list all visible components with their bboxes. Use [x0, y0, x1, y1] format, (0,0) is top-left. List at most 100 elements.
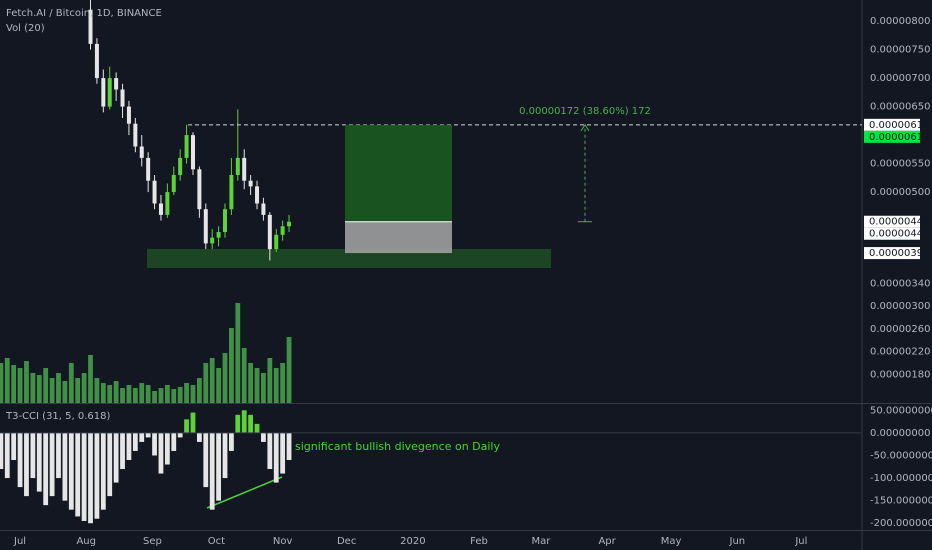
- bar: [261, 432, 266, 442]
- y-tick-label: 0.00000700: [870, 73, 930, 84]
- profit-zone: [345, 124, 452, 222]
- candle-body: [190, 135, 195, 170]
- y-tick-label: 0.00000500: [870, 187, 930, 198]
- cci-tick-label: 50.00000000: [870, 405, 932, 416]
- x-tick-label: Dec: [337, 536, 356, 547]
- price-pane: [0, 0, 292, 403]
- x-tick-label: Aug: [76, 536, 96, 547]
- candle-body: [216, 231, 221, 238]
- candle-body: [114, 78, 119, 90]
- bar: [36, 375, 42, 403]
- bar: [158, 388, 164, 403]
- candle-body: [139, 146, 144, 158]
- candle-body: [88, 9, 93, 44]
- bar: [229, 432, 234, 451]
- bar: [0, 363, 4, 403]
- cci-annotation: significant bullish divegence on Daily: [295, 440, 500, 453]
- bar: [75, 432, 81, 517]
- cci-tick-label: -100.00000000: [870, 473, 932, 484]
- bar: [216, 432, 221, 501]
- cci-tick-label: -50.00000000: [870, 450, 932, 461]
- bar: [132, 388, 138, 403]
- candle-body: [152, 180, 157, 204]
- bar: [241, 348, 247, 403]
- x-tick-label: May: [661, 536, 682, 547]
- bar: [216, 368, 221, 403]
- bar: [113, 381, 119, 403]
- candle-body: [120, 89, 125, 107]
- bar: [107, 432, 113, 497]
- bar: [145, 385, 151, 403]
- bar: [94, 378, 100, 403]
- price-tag-label: 0.00000393: [869, 248, 929, 259]
- bar: [280, 432, 286, 474]
- x-tick-label: Apr: [598, 536, 616, 547]
- bar: [248, 414, 254, 433]
- candle-body: [261, 203, 266, 215]
- bar: [248, 363, 254, 403]
- bar: [222, 353, 228, 403]
- bar: [17, 368, 23, 403]
- y-tick-label: 0.00000550: [870, 159, 930, 170]
- bar: [107, 385, 113, 403]
- candle-body: [171, 174, 176, 193]
- bar: [145, 432, 151, 438]
- y-tick-label: 0.00000750: [870, 45, 930, 56]
- bar: [171, 389, 177, 403]
- price-tag-box: [864, 130, 920, 143]
- bar: [203, 432, 209, 488]
- bar: [120, 388, 125, 403]
- y-tick-label: 0.00000650: [870, 102, 930, 113]
- bar: [0, 432, 4, 470]
- bar: [56, 432, 61, 479]
- y-tick-label: 0.00000180: [870, 369, 930, 380]
- y-tick-label: 0.00000300: [870, 301, 930, 312]
- bar: [49, 432, 55, 497]
- x-tick-label: Jun: [729, 536, 746, 547]
- bar: [184, 383, 189, 403]
- bar: [62, 432, 68, 501]
- candle-body: [229, 174, 234, 210]
- bar: [36, 432, 42, 492]
- bar: [190, 385, 196, 403]
- bar: [164, 385, 170, 403]
- volume-title: Vol (20): [6, 23, 45, 34]
- bar: [235, 414, 241, 433]
- candle-body: [101, 78, 106, 107]
- cci-title: T3-CCI (31, 5, 0.618): [5, 411, 111, 422]
- bar: [235, 303, 241, 403]
- support-zone: [147, 249, 551, 268]
- bar: [203, 363, 209, 403]
- bar: [4, 432, 10, 479]
- candle-body: [222, 209, 227, 232]
- bar: [209, 432, 215, 510]
- x-tick-label: Nov: [273, 536, 293, 547]
- bar: [273, 368, 279, 403]
- candle-body: [133, 123, 138, 147]
- candle-body: [280, 226, 285, 235]
- bar: [273, 432, 279, 483]
- candle-body: [242, 157, 247, 181]
- candle-body: [235, 157, 240, 175]
- cci-tick-label: -200.00000000: [870, 518, 932, 529]
- bar: [267, 358, 273, 403]
- bar: [81, 373, 87, 403]
- bar: [286, 337, 292, 403]
- candle-body: [178, 157, 183, 175]
- bar: [158, 432, 164, 474]
- stop-zone: [345, 221, 452, 254]
- candle-body: [287, 221, 292, 227]
- bar: [24, 361, 29, 403]
- bar: [113, 432, 119, 483]
- bar: [88, 432, 93, 524]
- bar: [68, 432, 74, 510]
- bar: [11, 365, 17, 403]
- x-tick-label: Mar: [532, 536, 552, 547]
- bar: [280, 363, 286, 403]
- bar: [126, 385, 132, 403]
- measure-arrow: [580, 123, 590, 132]
- bar: [17, 432, 23, 488]
- bar: [49, 378, 55, 403]
- bar: [100, 383, 106, 403]
